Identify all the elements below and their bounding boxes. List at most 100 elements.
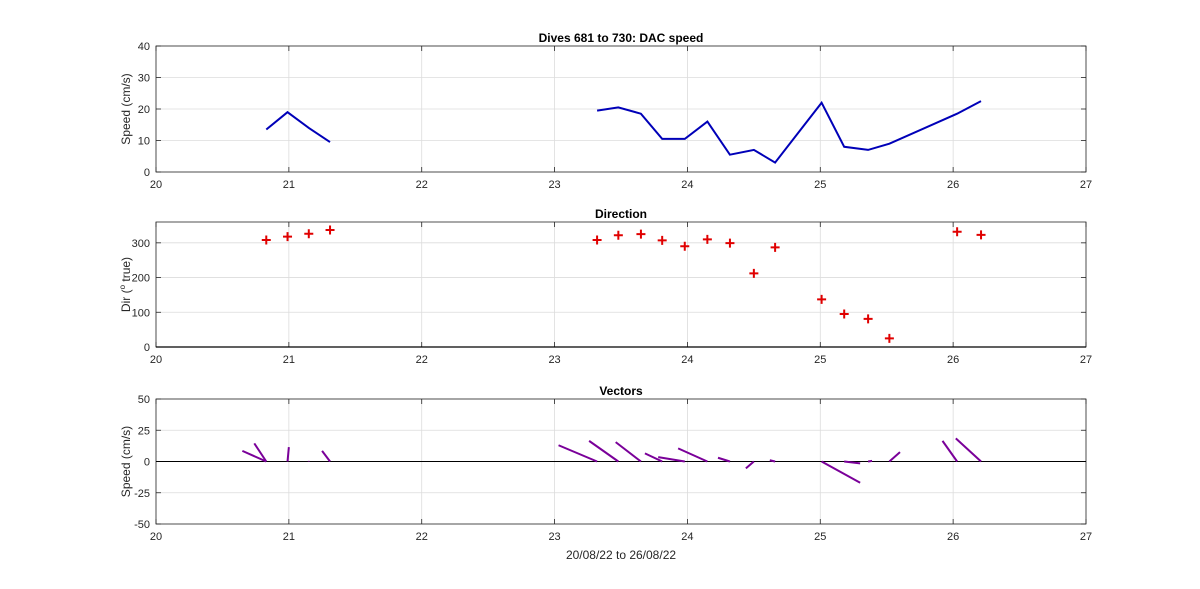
speed-ytick-label: 30 [138, 73, 150, 85]
vector-stick [955, 437, 982, 463]
direction-xtick-label: 24 [681, 354, 693, 366]
direction-point [680, 241, 690, 251]
direction-marks [156, 225, 1086, 348]
direction-point [725, 238, 735, 248]
direction-point [863, 314, 873, 324]
direction-ytick-label: 300 [132, 238, 150, 250]
vectors-xtick-label: 26 [947, 531, 959, 543]
vectors-xtick-label: 27 [1080, 531, 1092, 543]
vector-stick [615, 441, 642, 463]
direction-ylabel-part-2: true) [119, 257, 133, 285]
speed-ylabel: Speed (cm/s) [119, 73, 133, 144]
direction-point [304, 229, 314, 239]
vectors-xlabel: 20/08/22 to 26/08/22 [566, 548, 676, 562]
vector-stick [286, 447, 290, 462]
vector-stick [677, 447, 708, 463]
vector-stick [588, 440, 619, 463]
speed-series-line-segment-2 [596, 100, 982, 164]
direction-xtick-label: 27 [1080, 354, 1092, 366]
direction-xtick-label: 21 [283, 354, 295, 366]
direction-axes-frame [155, 221, 1087, 348]
speed-ytick-label: 0 [144, 167, 150, 179]
speed-xtick-label: 24 [681, 179, 693, 191]
direction-xtick-label: 25 [814, 354, 826, 366]
direction-ylabel-degree: o [118, 284, 127, 289]
vectors-panel: 20 21 22 23 24 25 26 27 -50 -25 0 25 50 Vectors Spee… [119, 384, 1092, 562]
direction-point [817, 294, 827, 304]
direction-xtick-label: 23 [548, 354, 560, 366]
direction-point [657, 235, 667, 245]
speed-marks [265, 100, 982, 164]
direction-ytick-label: 100 [132, 307, 150, 319]
direction-grid [155, 222, 1087, 348]
direction-point [749, 268, 759, 278]
direction-point [770, 242, 780, 252]
speed-xtick-label: 22 [416, 179, 428, 191]
vector-stick [941, 440, 958, 463]
vectors-xtick-label: 21 [283, 531, 295, 543]
direction-point [839, 309, 849, 319]
direction-point [976, 230, 986, 240]
vector-stick [745, 460, 755, 470]
speed-xtick-label: 26 [947, 179, 959, 191]
speed-title: Dives 681 to 730: DAC speed [539, 31, 704, 45]
vector-stick [253, 442, 268, 463]
direction-xtick-label: 26 [947, 354, 959, 366]
speed-xtick-label: 25 [814, 179, 826, 191]
direction-ylabel: Dir (o true) [118, 257, 133, 312]
vector-stick [321, 450, 331, 463]
direction-point [952, 227, 962, 237]
vectors-ytick-label: 25 [138, 425, 150, 437]
vectors-xtick-label: 24 [681, 531, 693, 543]
speed-series-line-segment-1 [265, 110, 331, 143]
direction-point [261, 235, 271, 245]
direction-point [592, 235, 602, 245]
speed-ytick-label: 10 [138, 136, 150, 148]
speed-panel: 20 21 22 23 24 25 26 27 0 10 20 30 40 Dives 681 to 7… [119, 31, 1092, 191]
speed-xtick-label: 27 [1080, 179, 1092, 191]
direction-ticks: 20 21 22 23 24 25 26 27 0 100 200 300 [132, 222, 1092, 366]
vector-stick [867, 459, 873, 463]
vectors-xtick-label: 20 [150, 531, 162, 543]
vector-stick [644, 452, 663, 463]
vectors-ytick-label: -50 [134, 519, 150, 531]
direction-ytick-label: 200 [132, 273, 150, 285]
vector-stick [558, 444, 598, 463]
vectors-ytick-label: 0 [144, 457, 150, 469]
vector-stick [821, 460, 861, 484]
direction-point [636, 229, 646, 239]
vectors-ylabel: Speed (cm/s) [119, 426, 133, 497]
speed-ytick-label: 40 [138, 41, 150, 53]
speed-xtick-label: 20 [150, 179, 162, 191]
direction-xtick-label: 20 [150, 354, 162, 366]
vector-stick [717, 456, 731, 463]
direction-point [702, 234, 712, 244]
direction-panel: 20 21 22 23 24 25 26 27 0 100 200 300 Direction Dir… [118, 207, 1092, 366]
direction-point [325, 225, 335, 235]
vectors-xtick-label: 22 [416, 531, 428, 543]
vector-stick [769, 459, 776, 463]
speed-xtick-label: 23 [548, 179, 560, 191]
direction-ylabel-part-1: Dir ( [119, 289, 133, 312]
vector-stick [844, 460, 861, 465]
direction-xtick-label: 22 [416, 354, 428, 366]
speed-ytick-label: 20 [138, 104, 150, 116]
vectors-ticks: 20 21 22 23 24 25 26 27 -50 -25 0 25 50 [134, 394, 1092, 543]
vector-stick [888, 451, 901, 463]
vectors-xtick-label: 25 [814, 531, 826, 543]
direction-ytick-label: 0 [144, 342, 150, 354]
vectors-xtick-label: 23 [548, 531, 560, 543]
vector-stick [241, 449, 267, 463]
vectors-ytick-label: 50 [138, 394, 150, 406]
direction-point [613, 230, 623, 240]
direction-title: Direction [595, 207, 647, 221]
direction-point [884, 333, 894, 343]
speed-xtick-label: 21 [283, 179, 295, 191]
vectors-ytick-label: -25 [134, 488, 150, 500]
vectors-title: Vectors [599, 384, 643, 398]
speed-ticks: 20 21 22 23 24 25 26 27 0 10 20 30 40 [138, 41, 1092, 191]
vectors-marks [156, 437, 1086, 484]
direction-point [283, 232, 293, 242]
vector-stick [658, 456, 685, 463]
